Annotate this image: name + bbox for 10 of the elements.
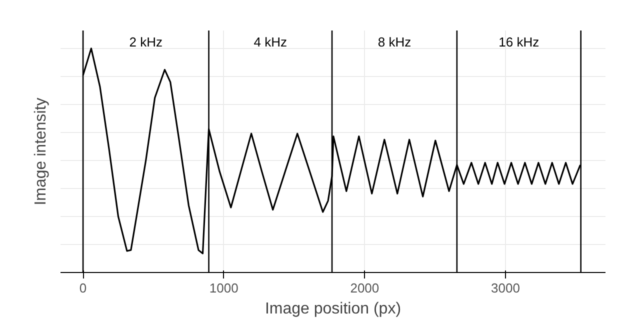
x-tick-label: 0 [79, 280, 87, 296]
annotation: 4 kHz [254, 34, 288, 50]
annotation: 2 kHz [129, 34, 163, 50]
x-tick-label: 2000 [350, 280, 380, 296]
annotation: 8 kHz [378, 34, 412, 50]
annotation: 16 kHz [498, 34, 540, 50]
x-tick-label: 1000 [209, 280, 238, 296]
y-axis-title: Image intensity [32, 98, 50, 206]
x-axis-title: Image position (px) [264, 300, 402, 318]
x-tick-label: 3000 [491, 280, 520, 296]
